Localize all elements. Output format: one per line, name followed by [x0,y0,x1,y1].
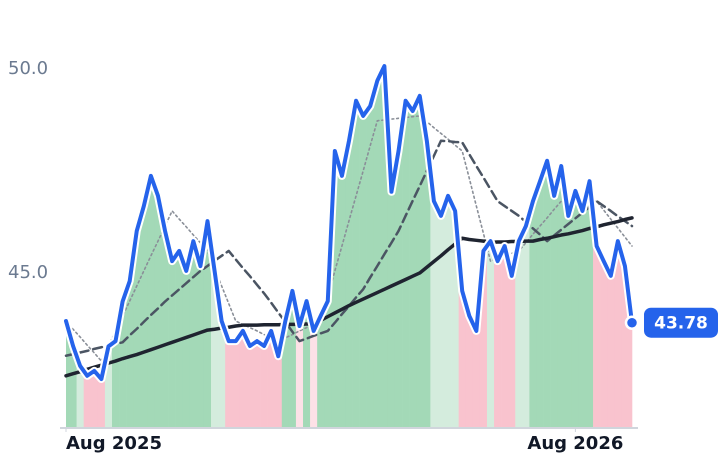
regime-column [536,181,544,428]
last-value-tag [644,307,718,338]
regime-column [239,330,247,428]
last-point [624,315,640,330]
regime-column [154,195,162,428]
regime-column [529,201,537,428]
regime-column [437,215,445,428]
regime-column [317,315,325,428]
regime-column [409,110,417,428]
regime-column [76,365,84,428]
regime-column [69,345,77,428]
regime-column [522,226,530,428]
regime-column [607,275,615,428]
regime-column [479,250,488,428]
moving-average [65,115,633,362]
regime-column [486,241,495,428]
regime-column [119,301,127,428]
regime-column [196,266,205,428]
regime-column [508,275,516,428]
regime-column [310,330,318,428]
y-tick-label: 45.0 [8,262,48,283]
regime-column [90,370,99,428]
regime-column [373,80,382,429]
regime-column [494,261,502,428]
price-line [64,64,634,382]
regime-column [387,191,396,428]
regime-column [550,195,559,428]
regime-column [182,270,191,428]
regime-column [126,281,134,428]
regime-column [168,261,176,428]
regime-column [281,321,290,428]
regime-column [303,301,311,428]
x-tick-label: Aug 2026 [527,433,623,454]
regime-column [394,150,403,428]
regime-column [593,246,601,428]
regime-column [218,321,226,428]
regime-column [83,375,92,428]
regime-column [571,190,580,428]
regime-column [232,341,240,428]
regime-column [621,266,629,428]
regime-column [338,175,346,428]
moving-average [64,216,634,378]
regime-column [345,140,353,428]
regime-column [366,106,375,428]
regime-column [472,330,481,428]
regime-column [359,115,367,428]
regime-column [451,210,459,428]
regime-column [458,290,467,428]
regime-column [111,341,120,428]
regime-column [628,322,633,428]
regime-column [402,100,410,428]
regime-column [331,150,339,428]
regime-column [515,241,523,428]
regime-column [557,166,566,428]
regime-column [465,315,474,428]
regime-column [97,379,106,428]
regime-column [586,181,594,428]
regime-column [211,270,219,428]
regime-column [246,345,254,428]
regime-column [104,346,113,428]
regime-column [430,201,438,428]
regime-column [352,100,360,428]
regime-column [324,301,332,428]
regime-column [444,195,452,428]
regime-column [564,215,573,428]
regime-column [295,326,304,428]
regime-column [423,140,431,428]
regime-column [380,66,389,428]
regime-column [416,95,424,428]
regime-column [614,241,622,428]
regime-column [140,206,148,428]
last-value-label: 43.78 [654,314,708,334]
regime-column [253,341,261,428]
regime-column [203,221,212,428]
regime-column [225,341,233,428]
regime-column [147,175,155,428]
regime-column [274,356,283,428]
regime-column [578,210,587,428]
regime-column [267,330,276,428]
regime-column [600,261,608,428]
y-tick-label: 50.0 [8,58,48,79]
regime-column [260,345,268,428]
regime-column [288,290,297,428]
regime-column [543,160,551,428]
regime-column [501,246,509,428]
moving-average [64,139,634,358]
regime-column [161,230,169,428]
x-tick-label: Aug 2025 [66,433,162,454]
